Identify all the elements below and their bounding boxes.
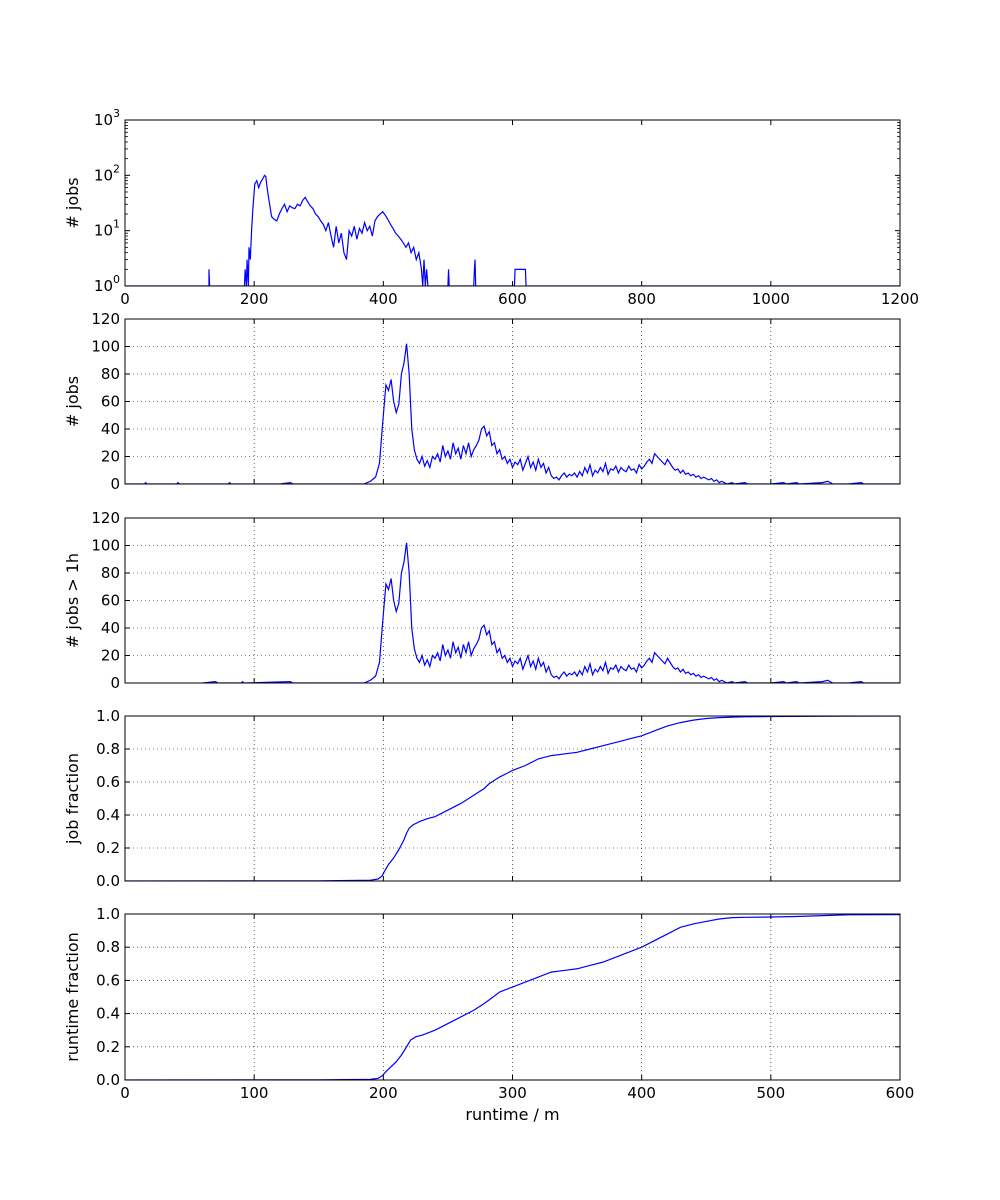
- series-line-3: [202, 542, 900, 683]
- y-tick-label: 0.8: [96, 938, 120, 956]
- y-tick-label: 80: [101, 564, 120, 582]
- x-tick-label: 400: [627, 1084, 656, 1102]
- y-axis-label: # jobs > 1h: [63, 553, 82, 648]
- subplot-2: 0 20 40 60 80 100 120 # jobs: [63, 310, 901, 493]
- y-axis-label: # jobs: [63, 177, 82, 228]
- x-tick-label: 0: [120, 1084, 130, 1102]
- y-tick-label: 40: [101, 619, 120, 637]
- y-tick-label: 20: [101, 647, 120, 665]
- y-tick-label: 100: [91, 338, 120, 356]
- series-line-5: [125, 914, 900, 1080]
- x-tick-label: 800: [627, 290, 656, 308]
- y-tick-label: 100: [91, 537, 120, 555]
- subplot-3: 0 20 40 60 80 100 120 # jobs > 1h: [63, 509, 901, 692]
- x-tick-label: 600: [498, 290, 527, 308]
- y-tick-label: 100: [94, 273, 120, 295]
- y-tick-label: 0.8: [96, 740, 120, 758]
- y-tick-label: 0.6: [96, 773, 120, 791]
- y-axis-label: job fraction: [63, 753, 82, 845]
- x-tick-label: 200: [240, 290, 269, 308]
- x-tick-label: 1000: [752, 290, 790, 308]
- subplot-4: 0.0 0.2 0.4 0.6 0.8 1.0 job fraction: [63, 707, 901, 890]
- x-tick-label: 0: [120, 290, 130, 308]
- y-tick-label: 0.4: [96, 806, 120, 824]
- series-line-1: [125, 174, 900, 286]
- x-tick-label: 100: [240, 1084, 269, 1102]
- y-tick-label: 102: [94, 162, 120, 184]
- series-line-4: [125, 716, 900, 881]
- y-tick-label: 80: [101, 365, 120, 383]
- x-tick-label: 300: [498, 1084, 527, 1102]
- x-tick-label: 400: [369, 290, 398, 308]
- x-tick-label: 600: [886, 1084, 915, 1102]
- y-tick-label: 1.0: [96, 707, 120, 725]
- y-tick-label: 0.4: [96, 1005, 120, 1023]
- y-tick-label: 1.0: [96, 905, 120, 923]
- y-tick-label: 120: [91, 509, 120, 527]
- y-tick-label: 60: [101, 592, 120, 610]
- y-tick-label: 20: [101, 448, 120, 466]
- y-tick-label: 103: [94, 107, 120, 129]
- y-tick-label: 60: [101, 393, 120, 411]
- y-tick-label: 0.2: [96, 1038, 120, 1056]
- x-tick-label: 1200: [881, 290, 919, 308]
- y-tick-label: 0: [110, 475, 120, 493]
- x-axis-label: runtime / m: [465, 1105, 559, 1124]
- subplot-1: 0 200 400 600 800 1000 1200 100 101 102 103 # jobs: [63, 107, 919, 308]
- y-tick-label: 0: [110, 674, 120, 692]
- y-tick-label: 0.2: [96, 839, 120, 857]
- y-tick-label: 0.0: [96, 872, 120, 890]
- series-line-2: [125, 343, 900, 484]
- y-tick-label: 120: [91, 310, 120, 328]
- y-tick-label: 101: [94, 218, 120, 240]
- y-tick-label: 0.0: [96, 1071, 120, 1089]
- y-axis-label: # jobs: [63, 376, 82, 427]
- y-tick-label: 40: [101, 420, 120, 438]
- y-tick-label: 0.6: [96, 971, 120, 989]
- x-tick-label: 200: [369, 1084, 398, 1102]
- x-tick-label: 500: [757, 1084, 786, 1102]
- y-axis-label: runtime fraction: [63, 932, 82, 1062]
- subplot-5: 0 100 200 300 400 500 600 0.0 0.2 0.4 0.6 0.8 1.0 run…: [63, 905, 914, 1124]
